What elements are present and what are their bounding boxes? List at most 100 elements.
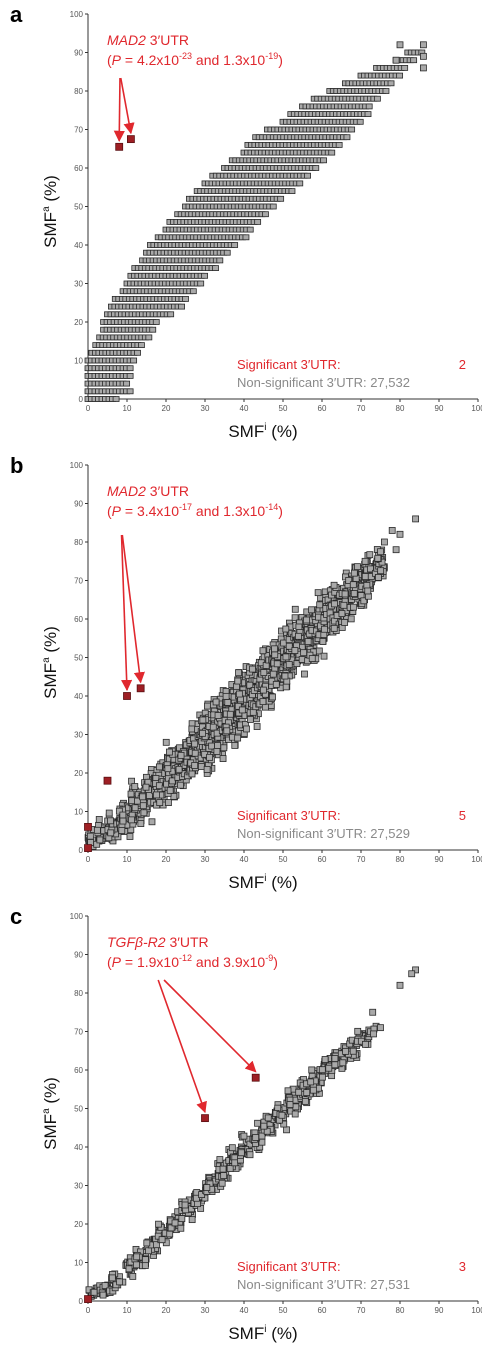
nonsignificant-points [84,515,420,850]
data-point [331,1055,339,1062]
data-point [396,72,404,79]
data-point [142,1256,149,1264]
annotation-p-values: (P = 3.4x10-17 and 1.3x10-14) [107,502,283,519]
y-tick-label: 10 [74,357,83,366]
y-tick-label: 0 [79,395,84,404]
data-point [249,708,257,716]
data-point [214,742,221,749]
data-point [127,790,135,798]
x-tick-label: 100 [471,855,482,864]
data-point [369,1008,377,1016]
significant-points [84,1073,260,1303]
data-point [240,1132,248,1140]
data-point [363,582,371,589]
significant-point [115,142,124,151]
data-point [348,126,356,133]
data-point [134,349,141,356]
data-point [419,52,427,60]
data-point [218,1179,226,1187]
data-point [281,672,289,680]
annotation-arrow [120,534,133,692]
y-tick-label: 0 [79,1297,84,1306]
legend-nonsignificant-label: Non-significant 3′UTR: 27,529 [237,826,410,841]
data-point [277,195,285,202]
data-point [278,1111,286,1119]
x-tick-label: 50 [279,855,288,864]
data-point [164,765,172,773]
significant-points [115,135,135,151]
data-point [126,833,134,840]
y-tick-label: 20 [74,769,83,778]
data-point [264,1114,272,1122]
data-point [396,530,404,538]
annotation-arrow [113,77,125,142]
data-point [242,234,250,241]
panel-label: b [10,453,24,478]
data-point [273,660,281,668]
data-point [220,1172,228,1179]
data-point [308,1066,316,1074]
data-point [320,157,327,164]
x-tick-label: 40 [240,855,249,864]
data-point [380,538,388,546]
x-tick-label: 70 [357,1306,366,1315]
annotation-p-values: (P = 1.9x10-12 and 3.9x10-9) [107,953,278,970]
data-point [314,589,322,597]
data-point [203,766,211,773]
data-point [291,614,299,622]
x-tick-label: 10 [123,855,132,864]
x-tick-label: 40 [240,1306,249,1315]
y-tick-label: 80 [74,87,83,96]
data-point [316,601,324,609]
data-point [226,1165,234,1173]
data-point [224,699,232,706]
significant-point [136,684,145,693]
data-point [269,203,277,210]
y-tick-label: 100 [70,461,84,470]
x-tick-label: 90 [435,855,444,864]
data-point [170,792,178,800]
data-point [133,1253,141,1261]
data-point [328,149,336,156]
data-point [412,966,420,974]
data-point [128,797,136,805]
x-tick-label: 80 [396,855,405,864]
data-point [254,218,262,225]
data-point [291,605,299,613]
significant-point [103,776,112,785]
data-point [349,1047,357,1055]
data-point [285,642,293,650]
data-point [95,816,103,823]
data-point [315,647,323,655]
data-point [222,692,230,700]
data-point [262,211,269,218]
data-point [282,625,290,633]
data-point [259,647,267,655]
data-point [396,41,404,49]
data-point [377,567,385,575]
data-point [219,755,227,762]
data-point [246,1151,254,1159]
y-tick-label: 20 [74,318,83,327]
x-tick-label: 50 [279,404,288,413]
y-tick-label: 10 [74,808,83,817]
y-axis-title: SMFa (%) [41,626,60,699]
x-tick-label: 20 [162,855,171,864]
y-tick-label: 40 [74,692,83,701]
data-point [133,1261,140,1269]
significant-points [84,684,145,852]
data-point [284,1087,292,1095]
data-point [226,710,234,718]
panel-a: a 0 0 10 10 20 20 30 30 40 40 50 50 60 60 70 70 80 80 90 90… [0,0,482,451]
data-point [166,1230,174,1238]
data-point [364,111,372,117]
data-point [90,1288,98,1296]
data-point [307,1078,315,1086]
x-tick-label: 0 [86,404,91,413]
y-tick-label: 90 [74,49,83,58]
data-point [295,632,302,640]
x-tick-label: 70 [357,855,366,864]
data-point [335,141,343,148]
data-point [126,365,134,372]
data-point [189,288,197,295]
